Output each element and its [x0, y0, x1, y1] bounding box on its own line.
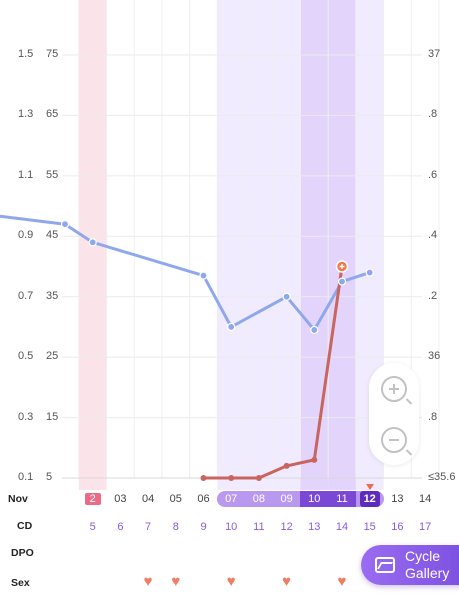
temperature-tick-label: 37	[428, 48, 441, 60]
cycle-gallery-label: Cycle Gallery	[405, 548, 450, 581]
lh-tick-label: 65	[46, 108, 59, 121]
cycle-day-label: 5	[89, 521, 96, 533]
cycle-day-label: 16	[391, 521, 404, 533]
cd-row-label: CD	[17, 520, 33, 532]
lh-tick-label: 35	[46, 289, 59, 302]
temperature-point[interactable]	[282, 292, 291, 301]
temperature-tick-label: .4	[428, 229, 438, 242]
cycle-gallery-button[interactable]: Cycle Gallery	[361, 545, 459, 585]
ovulation-band	[328, 0, 356, 490]
day-label[interactable]: 04	[141, 493, 155, 505]
temperature-point[interactable]	[60, 220, 70, 229]
heart-icon[interactable]: ♥	[171, 573, 181, 590]
lh-tick-label: 15	[46, 410, 59, 423]
heart-icon[interactable]: ♥	[226, 573, 236, 590]
ratio-tick-label: 1.1	[18, 168, 34, 181]
temperature-point[interactable]	[199, 271, 208, 280]
fertile-band	[245, 0, 273, 490]
ratio-tick-label: 1.3	[18, 108, 34, 121]
cycle-day-label: 11	[253, 521, 265, 533]
day-label[interactable]: 10	[308, 493, 321, 505]
temperature-tick-label: .8	[428, 410, 438, 423]
lh-point[interactable]	[311, 456, 318, 463]
ratio-tick-label: 1.5	[18, 48, 34, 60]
day-label[interactable]: 06	[197, 493, 210, 505]
fertile-band	[217, 0, 246, 490]
cycle-day-label: 8	[172, 521, 179, 533]
temperature-tick-label: .6	[428, 168, 438, 181]
ratio-tick-label: 0.3	[18, 410, 34, 423]
day-label[interactable]: 08	[252, 493, 266, 505]
lh-tick-label: 75	[46, 48, 59, 60]
temperature-point[interactable]	[310, 325, 319, 335]
zoom-controls	[369, 363, 419, 465]
lh-point[interactable]	[255, 475, 262, 481]
day-label[interactable]: 09	[280, 493, 293, 505]
sex-row-label: Sex	[11, 577, 30, 589]
lh-tick-label: 25	[46, 350, 59, 363]
ratio-tick-label: 0.7	[18, 289, 34, 302]
cycle-day-label: 14	[335, 521, 349, 533]
fertile-band	[272, 0, 301, 490]
zoom-in-icon[interactable]	[381, 375, 407, 402]
temperature-tick-label: 36	[428, 350, 441, 363]
temperature-point[interactable]	[337, 277, 347, 286]
ratio-tick-label: 0.5	[18, 350, 34, 363]
day-label[interactable]: 2	[84, 493, 101, 505]
day-label[interactable]: 05	[169, 493, 182, 505]
ratio-tick-label: 0.9	[18, 229, 34, 242]
cycle-day-label: 9	[200, 521, 207, 533]
temperature-tick-label: .8	[428, 108, 438, 121]
cycle-day-label: 12	[280, 521, 293, 533]
day-label[interactable]: 03	[114, 493, 127, 505]
cycle-day-label: 7	[145, 521, 152, 533]
heart-icon[interactable]: ♥	[337, 573, 347, 590]
temperature-point[interactable]	[88, 238, 97, 247]
month-label: Nov	[8, 493, 28, 505]
day-label[interactable]: 12	[359, 491, 380, 507]
cycle-day-label: 13	[308, 521, 321, 533]
lh-line	[203, 266, 344, 480]
heart-icon[interactable]: ♥	[143, 573, 153, 590]
zoom-out-icon[interactable]	[381, 426, 407, 453]
temperature-point[interactable]	[227, 322, 236, 332]
day-label[interactable]: 13	[391, 493, 404, 505]
lh-point[interactable]	[200, 475, 207, 481]
cycle-day-label: 6	[117, 521, 124, 533]
today-marker-icon	[365, 484, 374, 490]
day-label[interactable]: 14	[418, 493, 432, 505]
ovulation-days-pill	[300, 491, 356, 507]
image-icon	[375, 557, 395, 573]
day-label[interactable]: 07	[225, 493, 238, 505]
ratio-tick-label: 0.1	[18, 471, 34, 483]
lh-tick-label: 5	[46, 471, 53, 483]
lh-tick-label: 45	[46, 229, 59, 242]
lh-point[interactable]	[228, 475, 235, 481]
heart-icon[interactable]: ♥	[282, 573, 292, 590]
ovulation-band	[300, 0, 329, 490]
day-label[interactable]: 11	[336, 493, 348, 505]
cycle-day-label: 15	[363, 521, 376, 533]
temperature-tick-label: ≤35.6	[428, 471, 456, 483]
temperature-tick-label: .2	[428, 289, 438, 302]
temperature-point[interactable]	[365, 268, 374, 277]
dpo-row-label: DPO	[11, 547, 34, 559]
lh-point[interactable]	[283, 462, 290, 469]
lh-tick-label: 55	[46, 168, 59, 181]
cycle-day-label: 10	[225, 521, 238, 533]
cycle-day-label: 17	[418, 521, 432, 533]
